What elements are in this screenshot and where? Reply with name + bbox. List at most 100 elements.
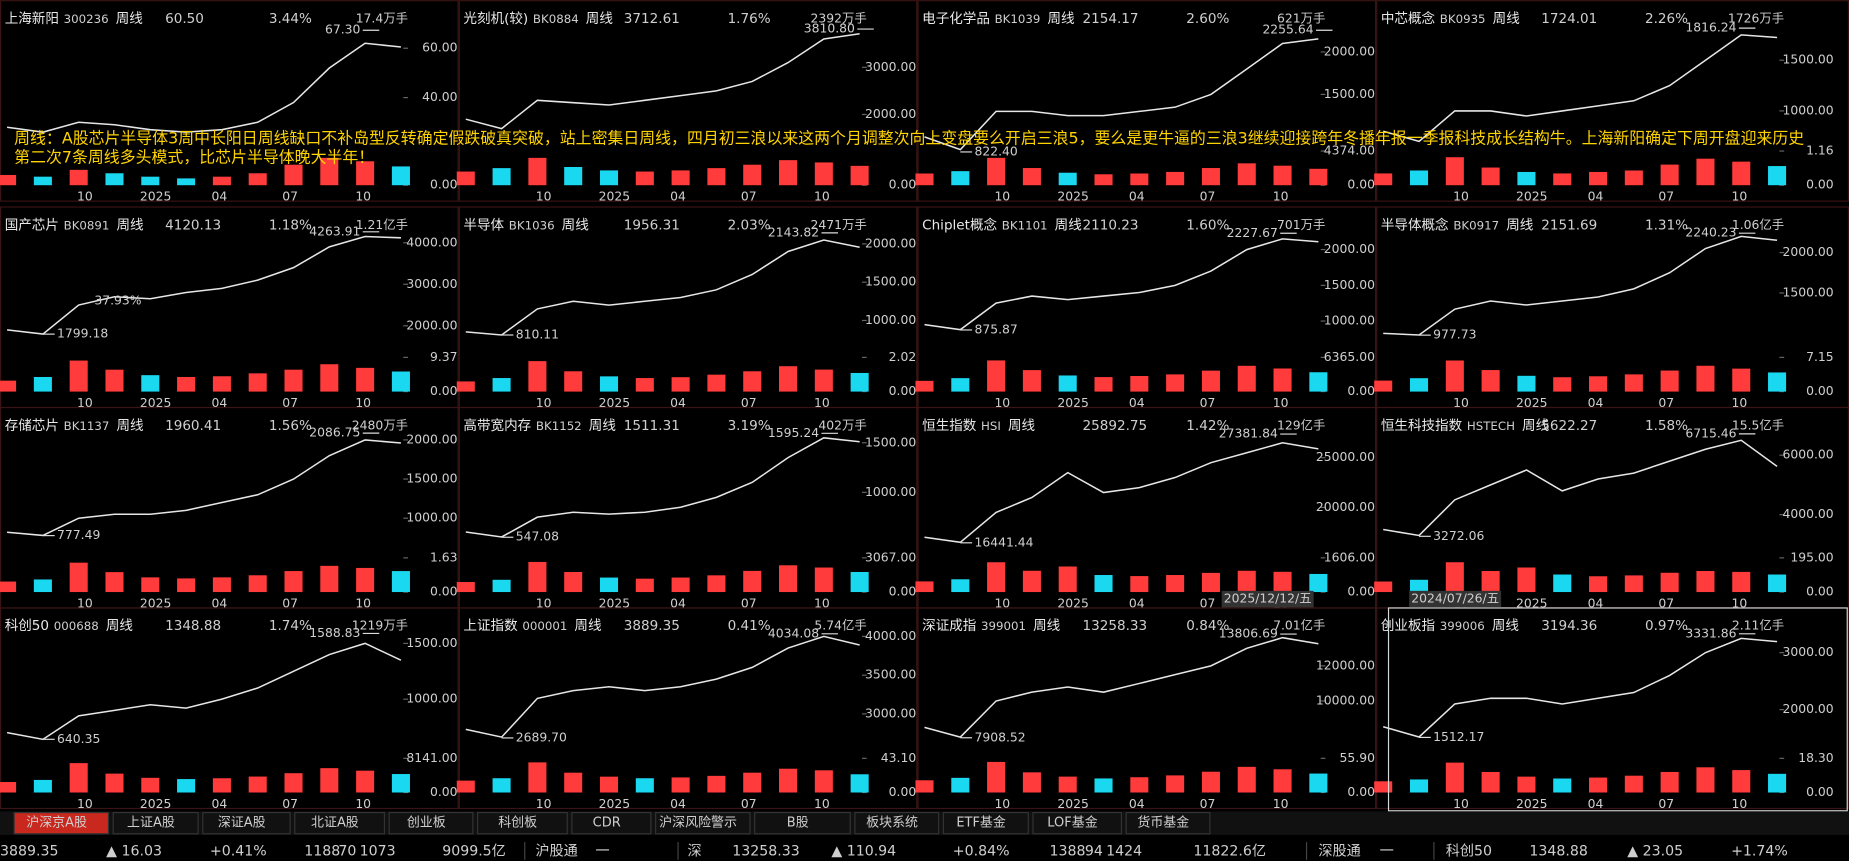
x-tick-label: 07 [741,190,757,204]
panel-volume: 1.21亿手 [356,217,408,232]
volume-bar [1732,770,1751,793]
tab[interactable] [202,811,291,835]
y-tick-label: 40.00 [422,90,458,104]
volume-bar [1660,572,1679,593]
chart-panel[interactable]: 国产芯片 BK0891 周线 4120.13 1.18% 1.21亿手 4000.00 300… [0,206,459,410]
tab[interactable] [13,811,110,835]
panel-volume: 2.11亿手 [1732,618,1784,633]
chart-panel[interactable]: 恒生指数 HSI 周线 25892.75 1.42% 129亿手 25000.00 20000… [915,406,1377,611]
status-item: 9099.5亿 [442,843,506,859]
y-tick-label: 3000.00 [865,706,916,720]
volume-bar [1660,771,1679,793]
panel-title: 恒生指数 [922,418,977,434]
chart-panel[interactable]: 电子化学品 BK1039 周线 2154.17 2.60% 621万手 2000.00 150… [915,0,1377,204]
y-tick-label: 2000.00 [1782,702,1833,716]
tab[interactable] [854,811,940,835]
volume-bar [141,577,160,593]
volume-bar [1624,170,1643,186]
panel-title: 上海新阳 [5,11,59,27]
volume-bar [105,773,124,793]
high-label: 4034.08 [768,626,819,640]
panel-header: 深证成指 399001 周线 [922,618,1061,634]
tab[interactable] [655,811,751,835]
tab[interactable] [112,811,199,835]
chart-panel[interactable]: 半导体 BK1036 周线 1956.31 2.03% 2471万手 2000.00 1500… [456,206,918,410]
volume-tick-label: 0.00 [889,384,917,398]
x-tick-label: 04 [670,797,686,811]
chart-panel[interactable]: Chiplet概念 BK1101 周线 2110.23 1.60% 701万手 2000.0… [915,206,1377,410]
tab[interactable] [942,811,1029,835]
volume-tick-label: 0.00 [430,585,458,599]
volume-bar [492,778,511,793]
x-tick-label: 10 [1273,797,1289,811]
volume-tick-label: 0.00 [1347,178,1375,192]
status-item: 一 [1380,843,1394,859]
tab[interactable] [1125,811,1211,835]
tab[interactable] [1032,811,1123,835]
volume-bar [1022,570,1041,593]
volume-tick-label: 8141.00 [406,751,457,765]
price-line [1383,637,1778,738]
volume-tick-label: 1.63 [430,550,458,564]
volume-bar [1058,566,1077,593]
chart-panel[interactable]: 中芯概念 BK0935 周线 1724.01 2.26% 1726万手1500.00100… [1374,0,1849,204]
panel-title: 半导体概念 [1381,216,1449,233]
chart-panel[interactable]: 科创50 000688 周线 1348.88 1.74% 1219万手1500.00100… [0,607,459,811]
volume-bar [1309,372,1328,392]
tab[interactable] [754,811,851,835]
volume-bar [635,578,654,593]
tab[interactable] [571,811,652,835]
volume-bar [284,369,303,392]
volume-bar [1732,161,1751,186]
x-tick-label: 07 [282,190,298,204]
volume-bar [1094,377,1113,392]
volume-bar [1696,767,1715,793]
tab[interactable] [294,811,386,835]
volume-bar [212,376,231,392]
chart-panel[interactable]: 创业板指 399006 周线 3194.36 0.97% 2.11亿手 3000.00 200… [1374,607,1849,811]
panel-period: 周线 [1033,618,1061,634]
volume-bar [814,770,833,793]
y-tick-label: 1000.00 [406,692,457,706]
panel-code: BK1152 [536,418,582,432]
volume-bar [1201,370,1220,392]
panel-title: 中芯概念 [1381,10,1436,27]
volume-bar [492,168,511,186]
chart-panel[interactable]: 光刻机(较) BK0884 周线 3712.61 1.76% 2392万手 3000.00 2… [456,0,918,204]
volume-bar [33,376,52,392]
high-label: 2227.67 [1227,226,1278,240]
x-tick-label: 10 [1731,596,1747,610]
chart-panel[interactable]: 半导体概念 BK0917 周线 2151.69 1.31% 1.06亿手 2000.00 15… [1374,206,1849,410]
volume-bar [987,157,1006,186]
volume-bar [779,768,798,793]
status-item: 1388 [1049,843,1085,859]
chart-panel[interactable]: 上海新阳 300236 周线 60.50 3.44% 17.4万手 60.00 40.00 0.… [0,0,459,204]
x-tick-label: 07 [1200,596,1216,610]
panel-period: 周线 [1055,217,1083,233]
panel-price: 1348.88 [165,618,221,634]
high-label: 2240.23 [1685,226,1736,240]
overlay-note: 周线：A股芯片半导体3周中长阳日周线缺口不补岛型反转确定假跌破真突破，站上密集日… [14,129,1804,148]
chart-panel[interactable]: 深证成指 399001 周线 13258.33 0.84% 7.01亿手 12000.00 1… [915,607,1377,811]
y-tick-label: 3500.00 [865,668,916,682]
volume-bar [1660,370,1679,392]
price-line [1383,439,1778,537]
volume-bar [0,782,17,793]
volume-bar [320,157,339,186]
panel-period: 周线 [574,618,602,634]
volume-bar [1409,579,1429,593]
tab[interactable] [388,811,474,835]
tab[interactable] [476,811,568,835]
volume-bar [1273,571,1292,593]
x-tick-label: 10 [536,596,552,610]
volume-bar [951,171,970,186]
panel-frame [0,0,459,202]
x-tick-label: 04 [1129,596,1145,610]
price-line [465,239,860,336]
chart-panel[interactable]: 高带宽内存 BK1152 周线 1511.31 3.19% 402万手1500.00100… [456,406,918,611]
panel-price: 60.50 [165,11,204,27]
